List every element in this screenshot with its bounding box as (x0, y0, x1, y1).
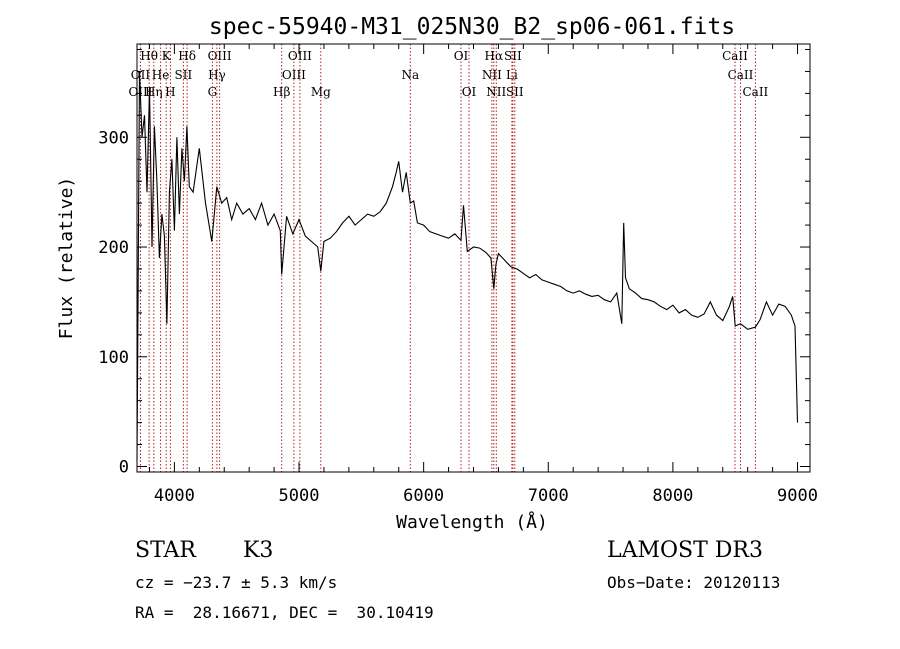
line-label: OI (462, 85, 477, 99)
line-label: Mg (311, 85, 331, 99)
line-label: CaII (722, 49, 748, 63)
y-tick-label: 100 (98, 348, 129, 368)
line-label: Hγ (208, 68, 226, 82)
y-axis-label: Flux (relative) (56, 177, 77, 340)
line-label: Hα (485, 49, 504, 63)
chart-title: spec-55940-M31_025N30_B2_sp06-061.fits (209, 14, 735, 40)
line-label: CaII (742, 85, 768, 99)
line-label: Hβ (273, 85, 290, 99)
line-label: SII (175, 68, 193, 82)
line-label: Hθ (140, 49, 158, 63)
observation-date: Obs−Date: 20120113 (607, 573, 781, 592)
line-label: SII (506, 85, 524, 99)
x-tick-label: 4000 (154, 486, 195, 506)
x-tick-label: 5000 (279, 486, 320, 506)
x-axis-label: Wavelength (Å) (396, 511, 548, 533)
object-subclass: K3 (243, 538, 274, 563)
line-label: H (165, 85, 175, 99)
line-label: CaII (728, 68, 754, 82)
line-label: OII (131, 68, 151, 82)
x-tick-label: 7000 (528, 486, 569, 506)
line-label: Na (401, 68, 419, 82)
sky-coordinates: RA = 28.16671, DEC = 30.10419 (135, 603, 434, 622)
spectrum-line (136, 71, 799, 462)
plot-frame (136, 43, 811, 473)
object-class: STAR (135, 538, 196, 563)
line-label: SII (504, 49, 522, 63)
x-tick-label: 9000 (777, 486, 818, 506)
line-label: OIII (288, 49, 312, 63)
line-label: K (162, 49, 172, 63)
axis-ticks: 4000 5000 6000 7000 8000 9000 0 100 200 300 (98, 44, 818, 506)
x-tick-label: 6000 (403, 486, 444, 506)
line-label: NII (482, 68, 502, 82)
line-label: Hη (145, 85, 163, 99)
line-label: OIII (282, 68, 306, 82)
y-tick-label: 300 (98, 128, 129, 148)
line-label: Li (506, 68, 518, 82)
line-label: G (208, 85, 218, 99)
redshift-velocity: cz = −23.7 ± 5.3 km/s (135, 573, 338, 592)
line-label: OI (454, 49, 469, 63)
survey-name: LAMOST DR3 (607, 538, 763, 563)
line-label: He (152, 68, 170, 82)
emission-line-markers (139, 44, 756, 472)
y-tick-label: 200 (98, 238, 129, 258)
line-label: Hδ (178, 49, 196, 63)
x-tick-label: 8000 (652, 486, 693, 506)
line-label: NII (486, 85, 506, 99)
y-tick-label: 0 (119, 458, 129, 478)
line-label: OIII (208, 49, 232, 63)
